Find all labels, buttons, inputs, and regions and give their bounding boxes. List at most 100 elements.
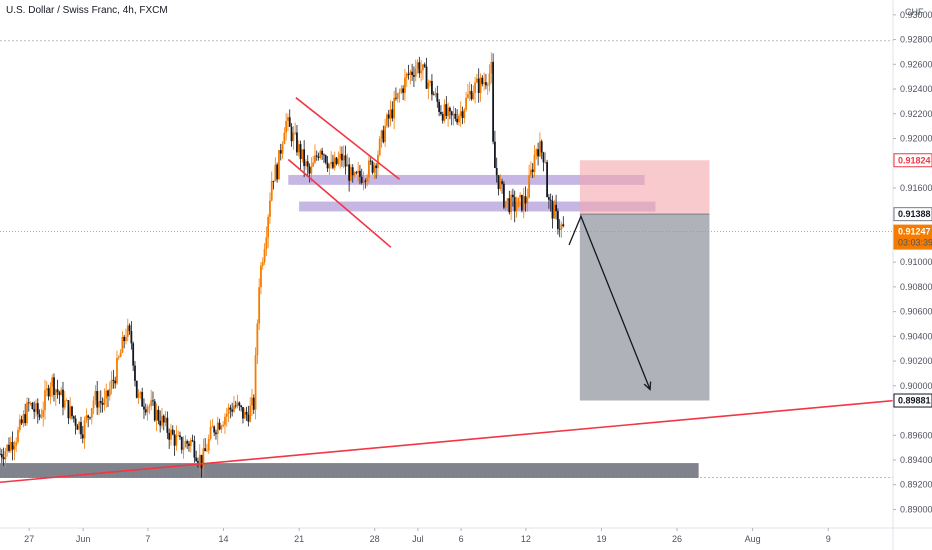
candle-body: [553, 204, 556, 219]
candle-body: [74, 418, 77, 426]
price-badge-value: 0.89881: [898, 396, 931, 406]
candle-body: [378, 138, 381, 155]
candle-body: [351, 167, 354, 176]
candle-body: [36, 403, 39, 415]
resistance-band-lower: [299, 201, 656, 212]
candle-body: [2, 457, 5, 460]
candle-body: [17, 429, 19, 442]
candle-body: [177, 435, 180, 437]
candle-body: [519, 194, 522, 198]
candle-body: [260, 265, 262, 288]
x-tick-label: Jul: [412, 534, 424, 544]
y-tick-label: 0.90600: [900, 307, 932, 317]
candle-body: [416, 62, 419, 69]
channel-lower-line[interactable]: [287, 158, 392, 248]
candle-body: [384, 125, 387, 143]
drawn-lines[interactable]: [0, 97, 894, 484]
candle-body: [152, 400, 154, 402]
candle-body: [202, 448, 205, 469]
ascending-trendline[interactable]: [0, 399, 894, 484]
candle-body: [110, 379, 113, 389]
candle-body: [170, 429, 172, 440]
candle-body: [488, 73, 491, 86]
candle-body: [323, 154, 325, 156]
candle-body: [0, 453, 3, 458]
candle-body: [272, 180, 275, 182]
candle-body: [166, 417, 169, 433]
candle-body: [308, 166, 311, 174]
candle-body: [256, 323, 259, 356]
y-tick-label: 0.90400: [900, 331, 932, 341]
candle-body: [492, 61, 495, 142]
candle-body: [528, 175, 531, 198]
candle-body: [35, 403, 37, 412]
candle-body: [161, 415, 163, 426]
candle-body: [85, 415, 88, 421]
candle-body: [330, 161, 333, 165]
y-tick-label: 0.92600: [900, 59, 932, 69]
currency-label: CHF: [905, 7, 924, 17]
candle-body: [317, 156, 320, 158]
candle-body: [355, 172, 358, 174]
position-reward-zone[interactable]: [579, 214, 710, 401]
x-tick-label: 19: [596, 534, 606, 544]
candle-body: [445, 104, 448, 116]
candle-body: [461, 111, 464, 119]
candle-body: [353, 172, 356, 176]
candle-body: [558, 228, 561, 230]
candle-body: [265, 237, 268, 250]
candle-body: [440, 112, 442, 115]
candle-body: [310, 166, 313, 174]
candle-body: [189, 440, 192, 446]
candle-body: [123, 336, 126, 342]
x-tick-label: Aug: [745, 534, 761, 544]
candle-body: [8, 444, 10, 451]
projection-arrow[interactable]: [568, 214, 651, 390]
candle-body: [470, 90, 473, 100]
candle-body: [65, 400, 68, 402]
short-position-tool[interactable]: [579, 160, 710, 401]
candle-body: [476, 78, 478, 83]
candle-body: [274, 164, 277, 182]
candle-body: [422, 64, 424, 71]
candle-body: [530, 169, 532, 176]
support-band: [0, 463, 699, 478]
candle-body: [405, 73, 408, 78]
candle-body: [0, 453, 1, 455]
candle-body: [81, 434, 84, 439]
candle-body: [216, 422, 219, 435]
candle-body: [173, 434, 176, 446]
price-badge-entry-gray: [893, 207, 932, 222]
candle-body: [105, 390, 108, 399]
y-tick-label: 0.92800: [900, 35, 932, 45]
candle-body: [297, 144, 300, 153]
candle-body: [312, 162, 315, 167]
candle-body: [254, 355, 257, 410]
candle-body: [141, 392, 144, 407]
candle-body: [245, 411, 248, 415]
candle-body: [285, 121, 288, 133]
candle-body: [78, 422, 81, 430]
candle-body: [238, 402, 241, 406]
candle-body: [168, 432, 171, 440]
candle-body: [332, 161, 334, 168]
candles: [0, 52, 565, 478]
candle-body: [134, 365, 136, 381]
candle-body: [207, 438, 210, 451]
candle-body: [411, 71, 414, 76]
channel-upper-line[interactable]: [295, 97, 401, 180]
candle-body: [144, 409, 147, 413]
candle-body: [94, 390, 97, 401]
candle-body: [513, 197, 516, 212]
candle-body: [407, 73, 410, 75]
candle-body: [314, 155, 316, 163]
candle-body: [515, 207, 518, 212]
candle-body: [9, 441, 12, 451]
candle-body: [249, 405, 252, 422]
candle-body: [533, 154, 536, 173]
candle-body: [242, 407, 244, 419]
candle-body: [447, 107, 450, 116]
position-risk-zone[interactable]: [579, 160, 710, 215]
candle-body: [504, 200, 507, 208]
